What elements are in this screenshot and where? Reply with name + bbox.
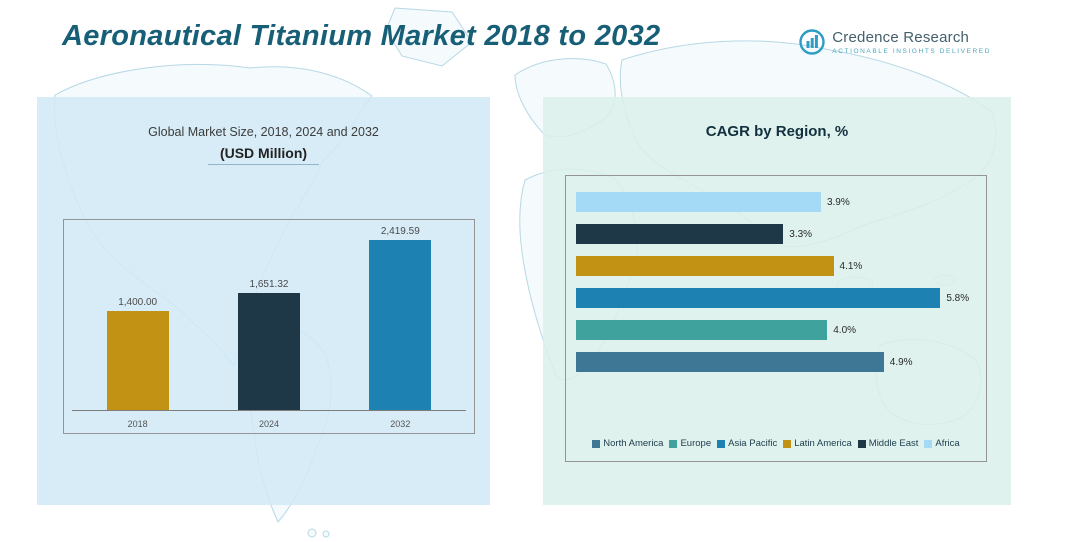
legend-swatch-europe bbox=[669, 439, 678, 448]
legend-item-north-america: North America bbox=[592, 438, 663, 449]
market-size-bar-chart: 1,400.00 1,651.32 2,419.59 2018 2024 2032 bbox=[63, 219, 475, 434]
legend-label: Asia Pacific bbox=[728, 438, 778, 449]
cagr-bar-latin-america bbox=[576, 256, 834, 276]
cagr-row-europe: 4.0% bbox=[576, 320, 978, 340]
market-size-axis-label-2024: 2024 bbox=[258, 419, 279, 429]
cagr-row-africa: 3.9% bbox=[576, 192, 978, 212]
cagr-value-label: 4.0% bbox=[833, 324, 857, 336]
cagr-bar-africa bbox=[576, 192, 821, 212]
legend-swatch-middle-east bbox=[857, 439, 866, 448]
legend-label: North America bbox=[603, 438, 664, 449]
legend-label: Africa bbox=[935, 438, 960, 449]
market-size-bar-group-2024: 1,651.32 bbox=[204, 226, 334, 410]
credence-research-logo: Credence Research Actionable Insights De… bbox=[798, 28, 991, 56]
logo-bar-chart-icon bbox=[799, 29, 825, 55]
cagr-row-north-america: 4.9% bbox=[576, 352, 978, 372]
market-size-bar-2024 bbox=[237, 293, 300, 410]
market-size-value-label: 2,419.59 bbox=[380, 226, 420, 237]
cagr-value-label: 3.9% bbox=[826, 196, 850, 208]
market-size-bar-group-2018: 1,400.00 bbox=[73, 226, 203, 410]
cagr-value-label: 4.1% bbox=[839, 260, 863, 272]
market-size-value-label: 1,651.32 bbox=[249, 279, 289, 291]
logo-text: Credence Research Actionable Insights De… bbox=[832, 29, 991, 55]
market-size-bar-2018 bbox=[106, 310, 169, 410]
market-size-chart-title: Global Market Size, 2018, 2024 and 2032 bbox=[148, 125, 379, 139]
market-size-bar-2032 bbox=[369, 240, 432, 410]
legend-swatch-latin-america bbox=[783, 439, 792, 448]
cagr-chart-title: CAGR by Region, % bbox=[705, 123, 849, 140]
market-size-axis-label-2032: 2032 bbox=[390, 419, 411, 429]
market-size-axis-labels: 2018 2024 2032 bbox=[72, 419, 466, 429]
legend-item-africa: Africa bbox=[924, 438, 960, 449]
cagr-row-asia-pacific: 5.8% bbox=[576, 288, 978, 308]
legend-swatch-north-america bbox=[592, 439, 601, 448]
legend-item-middle-east: Middle East bbox=[857, 438, 919, 449]
cagr-bar-chart: 3.9% 3.3% 4.1% 5.8% 4.0% 4.9% North America Eu… bbox=[565, 175, 987, 462]
market-size-chart-subtitle: (USD Million) bbox=[207, 145, 320, 165]
cagr-panel: CAGR by Region, % 3.9% 3.3% 4.1% 5.8% 4.0% 4.… bbox=[543, 97, 1011, 505]
legend-label: Europe bbox=[680, 438, 712, 449]
cagr-bar-europe bbox=[576, 320, 828, 340]
market-size-value-label: 1,400.00 bbox=[118, 296, 158, 308]
cagr-value-label: 5.8% bbox=[946, 292, 970, 304]
cagr-bar-asia-pacific bbox=[576, 288, 941, 308]
legend-label: Latin America bbox=[794, 438, 852, 449]
market-size-axis-label-2018: 2018 bbox=[127, 419, 148, 429]
market-size-panel: Global Market Size, 2018, 2024 and 2032 … bbox=[37, 97, 490, 505]
cagr-plot-area: 3.9% 3.3% 4.1% 5.8% 4.0% 4.9% bbox=[576, 192, 978, 384]
cagr-value-label: 3.3% bbox=[789, 228, 813, 240]
page-title: Aeronautical Titanium Market 2018 to 203… bbox=[62, 20, 661, 52]
market-size-chart-subtitle-wrap: (USD Million) bbox=[37, 145, 490, 165]
market-size-plot-area: 1,400.00 1,651.32 2,419.59 bbox=[72, 226, 466, 411]
logo-brand: Credence Research bbox=[832, 29, 970, 46]
legend-item-latin-america: Latin America bbox=[783, 438, 852, 449]
legend-swatch-africa bbox=[924, 439, 933, 448]
cagr-legend: North America Europe Asia Pacific Latin Ame… bbox=[568, 438, 984, 449]
cagr-row-middle-east: 3.3% bbox=[576, 224, 978, 244]
legend-item-asia-pacific: Asia Pacific bbox=[717, 438, 777, 449]
legend-swatch-asia-pacific bbox=[717, 439, 726, 448]
legend-label: Middle East bbox=[868, 438, 919, 449]
cagr-bar-north-america bbox=[576, 352, 884, 372]
cagr-bar-middle-east bbox=[576, 224, 784, 244]
cagr-row-latin-america: 4.1% bbox=[576, 256, 978, 276]
legend-item-europe: Europe bbox=[669, 438, 711, 449]
cagr-value-label: 4.9% bbox=[889, 356, 913, 368]
logo-tagline: Actionable Insights Delivered bbox=[832, 48, 991, 55]
market-size-bar-group-2032: 2,419.59 bbox=[335, 226, 465, 410]
